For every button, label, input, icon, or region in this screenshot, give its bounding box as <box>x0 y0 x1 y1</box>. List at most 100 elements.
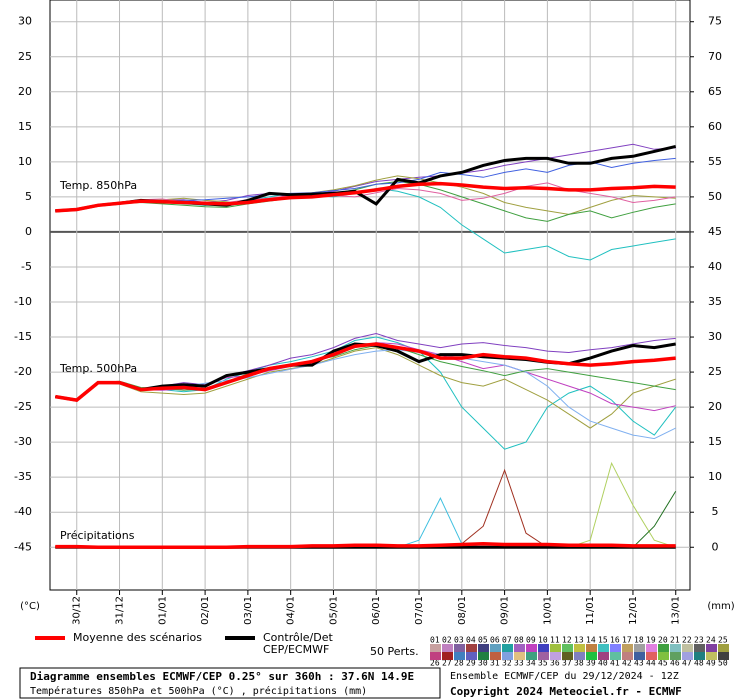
x-tick-label: 01/01 <box>157 596 168 625</box>
perturbation-swatch <box>454 644 465 652</box>
y-tick-label: -5 <box>21 260 32 273</box>
y2-tick-label: 55 <box>708 155 722 168</box>
perturbation-swatch <box>682 644 693 652</box>
y2-tick-label: 15 <box>708 435 722 448</box>
perturbation-number: 25 <box>718 636 728 645</box>
y2-tick-label: 50 <box>708 190 722 203</box>
perturbation-swatch <box>526 652 537 660</box>
y-tick-label: -20 <box>14 365 32 378</box>
perturbation-swatch <box>430 644 441 652</box>
perturbation-number: 46 <box>670 659 680 668</box>
perturbation-number: 45 <box>658 659 668 668</box>
perturbation-number: 26 <box>430 659 440 668</box>
y2-tick-label: 70 <box>708 50 722 63</box>
y-tick-label: 0 <box>25 225 32 238</box>
x-tick-label: 02/01 <box>200 596 211 625</box>
perturbation-number: 34 <box>526 659 536 668</box>
perturbation-number: 28 <box>454 659 464 668</box>
perturbation-swatch <box>538 644 549 652</box>
footer-run: Ensemble ECMWF/CEP du 29/12/2024 - 12Z <box>450 671 679 682</box>
perturbation-number: 29 <box>466 659 476 668</box>
perturbation-number: 35 <box>538 659 548 668</box>
perturbation-swatch <box>502 652 513 660</box>
perturbation-swatch <box>430 652 441 660</box>
perturbation-number: 27 <box>442 659 452 668</box>
perturbation-number: 06 <box>490 636 500 645</box>
y2-tick-label: 20 <box>708 400 722 413</box>
perturbation-swatch <box>622 644 633 652</box>
perturbation-swatch <box>610 652 621 660</box>
perturbation-number: 05 <box>478 636 488 645</box>
perturbation-swatch <box>490 644 501 652</box>
footer-box <box>19 667 441 699</box>
perturbation-number: 08 <box>514 636 524 645</box>
series-line <box>55 181 676 213</box>
perturbation-swatch <box>514 644 525 652</box>
y2-tick-label: 25 <box>708 365 722 378</box>
x-tick-label: 07/01 <box>414 596 425 625</box>
y-tick-label: 5 <box>25 190 32 203</box>
legend-label: Moyenne des scénarios <box>73 631 202 644</box>
perturbation-swatch <box>658 644 669 652</box>
perturbation-number: 21 <box>670 636 680 645</box>
perturbation-number: 39 <box>586 659 596 668</box>
perturbation-number: 37 <box>562 659 572 668</box>
y2-tick-label: 40 <box>708 260 722 273</box>
perturbation-swatch <box>610 644 621 652</box>
perturbation-number: 23 <box>694 636 704 645</box>
perturbation-swatch <box>670 652 681 660</box>
perturbation-number: 43 <box>634 659 644 668</box>
legend-label: CEP/ECMWF <box>263 643 329 656</box>
y2-tick-label: 0 <box>712 540 719 553</box>
perturbation-swatch <box>706 652 717 660</box>
perturbation-number: 47 <box>682 659 692 668</box>
perturbation-number: 14 <box>586 636 596 645</box>
y-tick-label: -25 <box>14 400 32 413</box>
perturbation-swatch <box>442 652 453 660</box>
x-tick-label: 10/01 <box>542 596 553 625</box>
y2-tick-label: 5 <box>712 505 719 518</box>
perturbation-number: 15 <box>598 636 608 645</box>
y2-tick-label: 30 <box>708 330 722 343</box>
y-tick-label: 30 <box>18 15 32 28</box>
perturbation-number: 20 <box>658 636 668 645</box>
perturbation-swatch <box>658 652 669 660</box>
perturbation-number: 11 <box>550 636 560 645</box>
perturbation-swatch <box>574 644 585 652</box>
y-tick-label: -35 <box>14 470 32 483</box>
perturbation-swatch <box>550 652 561 660</box>
perturbation-swatch <box>562 644 573 652</box>
perturbation-swatch <box>586 652 597 660</box>
perturbation-swatch <box>466 644 477 652</box>
footer-title: Diagramme ensembles ECMWF/CEP 0.25° sur … <box>30 670 414 683</box>
x-tick-label: 13/01 <box>671 596 682 625</box>
perturbation-swatch <box>538 652 549 660</box>
y2-tick-label: 60 <box>708 120 722 133</box>
x-tick-label: 04/01 <box>286 596 297 625</box>
perturbation-number: 19 <box>646 636 656 645</box>
perturbation-swatch <box>466 652 477 660</box>
x-tick-label: 03/01 <box>243 596 254 625</box>
perturbation-swatch <box>670 644 681 652</box>
perturbation-swatch <box>622 652 633 660</box>
x-tick-label: 08/01 <box>457 596 468 625</box>
perturbation-number: 41 <box>610 659 620 668</box>
perturbation-number: 17 <box>622 636 632 645</box>
perturbation-number: 48 <box>694 659 704 668</box>
perturbation-swatch <box>514 652 525 660</box>
perturbation-number: 10 <box>538 636 548 645</box>
perturbation-swatch <box>454 652 465 660</box>
perturbation-swatch <box>694 644 705 652</box>
footer-subtitle: Températures 850hPa et 500hPa (°C) , pré… <box>30 685 367 697</box>
series-line <box>55 342 676 402</box>
panel-label: Temp. 500hPa <box>59 362 137 375</box>
perturbation-number: 36 <box>550 659 560 668</box>
perturbation-number: 02 <box>442 636 452 645</box>
plot-area <box>49 0 691 591</box>
y2-tick-label: 65 <box>708 85 722 98</box>
perturbation-number: 31 <box>490 659 500 668</box>
perturbation-swatch <box>634 644 645 652</box>
footer-copyright: Copyright 2024 Meteociel.fr - ECMWF <box>450 685 682 698</box>
perturbation-number: 18 <box>634 636 644 645</box>
